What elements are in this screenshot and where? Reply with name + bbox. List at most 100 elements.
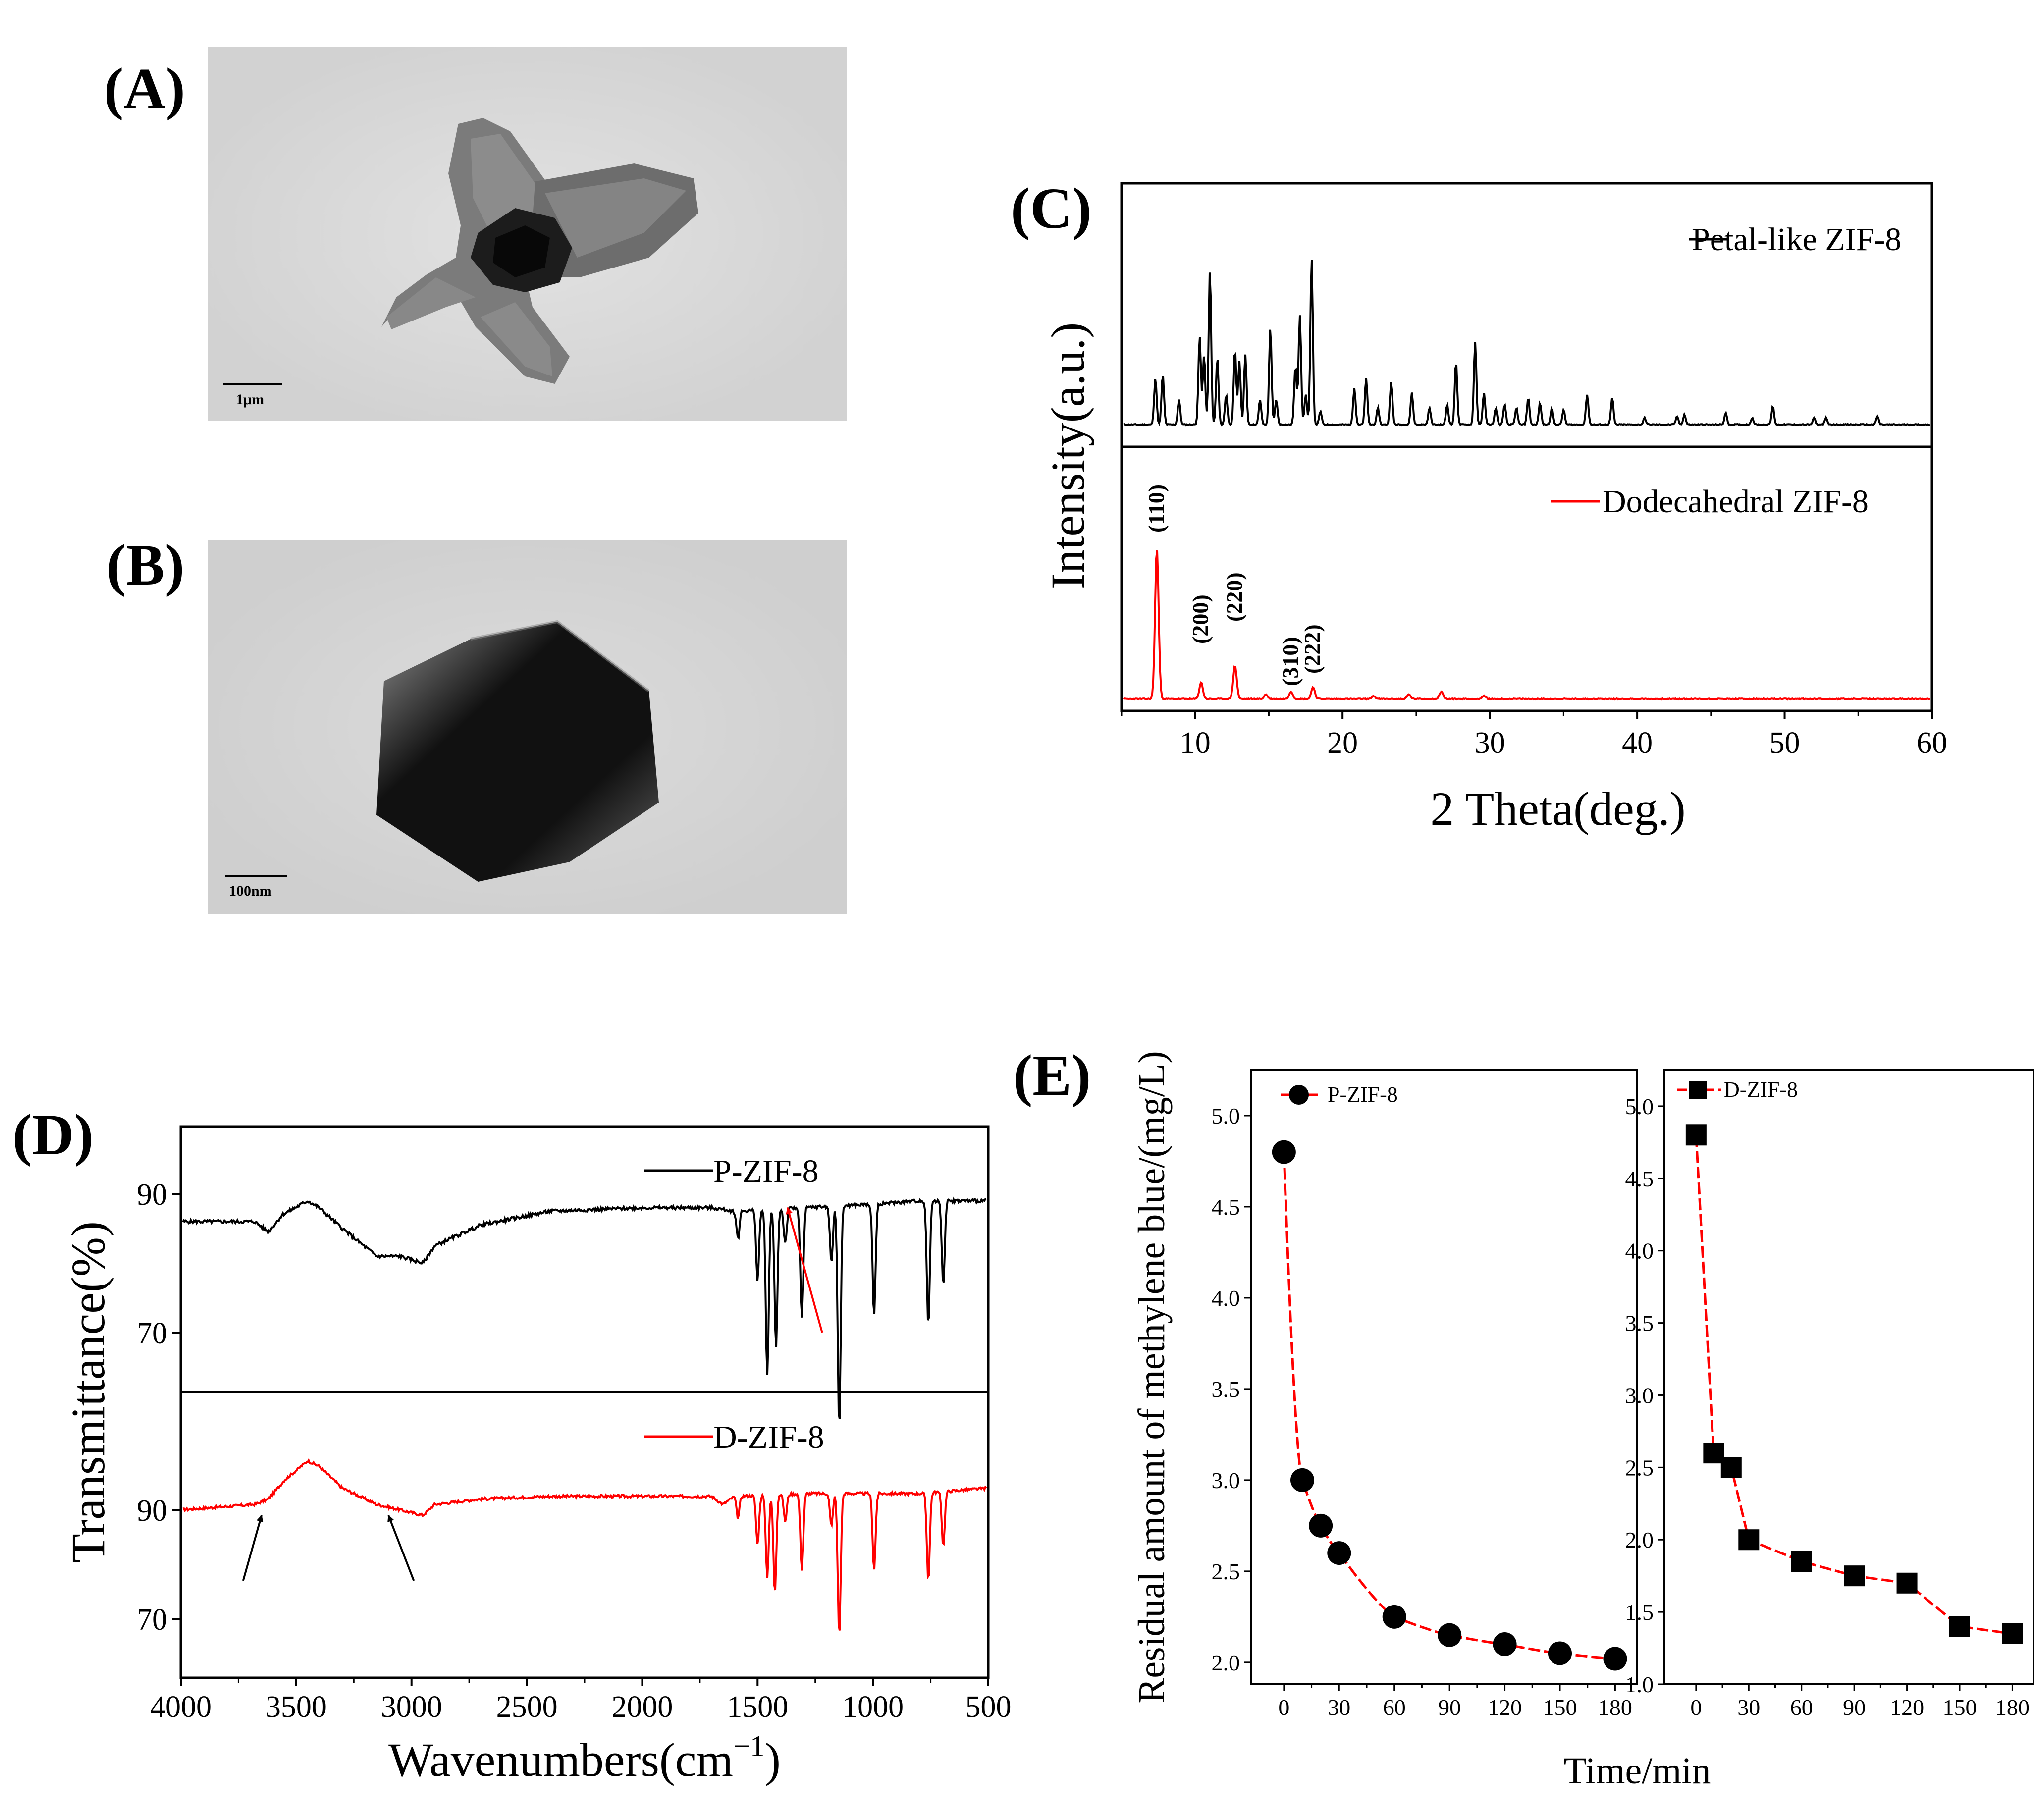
ftir-y-tick-label: 70 [137, 1317, 167, 1350]
e-data-point [1438, 1623, 1462, 1647]
legend-petal: Petal-like ZIF-8 [1692, 221, 1901, 258]
e-data-point [1896, 1572, 1918, 1594]
panel-b: (B) 100nm [107, 533, 847, 914]
e-x-tick-label: 30 [1328, 1695, 1350, 1720]
e-x-tick-label: 180 [1598, 1695, 1632, 1720]
e-x-tick-label: 60 [1383, 1695, 1406, 1720]
e-data-point [1382, 1605, 1406, 1629]
kinetics-y-label: Residual amount of methylene blue/(mg/L) [1131, 1051, 1173, 1703]
e-data-point [1290, 1468, 1314, 1492]
dodecahedral-particle-image [376, 620, 659, 882]
hkl-label: (310) [1278, 637, 1303, 686]
e-data-point [1703, 1443, 1724, 1464]
ftir-y-tick-label: 70 [137, 1603, 167, 1637]
ftir-x-tick-label: 3500 [266, 1690, 327, 1724]
hkl-label: (222) [1300, 624, 1325, 674]
hkl-label: (220) [1222, 572, 1247, 622]
ftir-y-tick-label: 90 [137, 1494, 167, 1528]
scale-bar-b-label: 100nm [229, 883, 272, 899]
e-data-point [1685, 1124, 1707, 1146]
scale-bar-a-label: 1μm [236, 391, 264, 408]
kinetics-plot-d: 0 30 60 90 120 150 180 1.0 1.5 2.0 2.5 3.0 3.5 4.0 4.5… [1625, 1094, 2030, 1720]
e-x-tick-label: 150 [1543, 1695, 1577, 1720]
e-data-point [1949, 1616, 1970, 1637]
panel-a: (A) 1μm [104, 47, 847, 421]
xrd-y-label: Intensity(a.u.) [1041, 322, 1094, 589]
legend-d: D-ZIF-8 [713, 1419, 824, 1455]
panel-e: (E) 0 30 60 90 120 150 180 2.0 2.5 3.0 3.5 4.0 4.5 5.… [1013, 1043, 2034, 1792]
e-data-point [2002, 1623, 2023, 1644]
e-series-line [1283, 1152, 1615, 1660]
e-data-point [1738, 1529, 1760, 1551]
e-x-tick-label: 60 [1790, 1695, 1813, 1720]
ftir-x-tick-label: 1000 [842, 1690, 904, 1724]
e-data-point [1844, 1565, 1865, 1587]
ftir-x-tick-label: 500 [965, 1690, 1012, 1724]
e-y-tick-label: 3.5 [1625, 1311, 1654, 1336]
legend-marker-e-p [1289, 1085, 1309, 1105]
legend-dodecahedral: Dodecahedral ZIF-8 [1603, 483, 1869, 520]
e-y-tick-label: 4.0 [1212, 1285, 1240, 1311]
petal-particle-image [381, 118, 698, 384]
panel-d: (D) 4000 3500 3000 2500 2000 1500 1000 500 90 70 9… [12, 1102, 1012, 1786]
e-y-tick-label: 4.5 [1212, 1194, 1240, 1220]
xrd-x-label: 2 Theta(deg.) [1430, 782, 1685, 835]
e-x-tick-label: 120 [1488, 1695, 1522, 1720]
e-x-tick-label: 120 [1890, 1695, 1924, 1720]
ftir-series-d [182, 1458, 987, 1631]
ftir-x-tick-label: 3000 [381, 1690, 442, 1724]
e-x-tick-label: 90 [1843, 1695, 1866, 1720]
ftir-arrow [242, 1514, 264, 1581]
e-series-line [1695, 1135, 2013, 1635]
hkl-label: (200) [1188, 594, 1213, 644]
e-x-tick-label: 150 [1943, 1695, 1977, 1720]
xrd-x-tick-label: 50 [1769, 726, 1800, 760]
e-x-tick-label: 180 [1995, 1695, 2030, 1720]
e-y-tick-label: 4.5 [1625, 1166, 1654, 1191]
panel-e-label: (E) [1013, 1043, 1091, 1108]
e-data-point [1272, 1140, 1296, 1164]
legend-e-d: D-ZIF-8 [1724, 1077, 1798, 1102]
xrd-x-tick-label: 30 [1475, 726, 1505, 760]
legend-p: P-ZIF-8 [713, 1153, 819, 1189]
e-data-point [1327, 1541, 1351, 1565]
e-y-tick-label: 3.0 [1212, 1468, 1240, 1493]
ftir-arrows [242, 1207, 823, 1581]
e-y-tick-label: 3.5 [1212, 1377, 1240, 1402]
e-data-point [1493, 1632, 1517, 1657]
e-x-tick-label: 0 [1690, 1695, 1702, 1720]
legend-marker-e-d [1689, 1081, 1707, 1099]
e-y-tick-label: 2.0 [1625, 1527, 1654, 1552]
panel-c: (C) 10 20 30 40 50 60 (110) (200) (220) (310)(22… [1011, 176, 1947, 835]
e-y-tick-label: 4.0 [1625, 1238, 1654, 1264]
xrd-x-tick-label: 60 [1917, 726, 1947, 760]
ftir-y-tick-label: 90 [137, 1178, 167, 1212]
e-data-point [1603, 1647, 1627, 1671]
xrd-x-tick-label: 10 [1180, 726, 1211, 760]
ftir-x-tick-label: 2000 [611, 1690, 673, 1724]
kinetics-x-label: Time/min [1563, 1750, 1711, 1792]
e-data-point [1791, 1551, 1812, 1572]
e-data-point [1720, 1457, 1742, 1478]
panel-c-label: (C) [1011, 176, 1092, 241]
xrd-hkl-annotations: (110) (200) (220) (310)(222) [1143, 484, 1325, 686]
panel-a-label: (A) [104, 56, 185, 121]
panel-d-label: (D) [12, 1102, 94, 1167]
ftir-arrow [387, 1514, 415, 1581]
xrd-series-petal [1123, 260, 1930, 427]
ftir-arrow [786, 1207, 823, 1333]
ftir-series-p [182, 1196, 987, 1419]
e-y-tick-label: 5.0 [1625, 1094, 1654, 1119]
ftir-x-tick-label: 4000 [150, 1690, 212, 1724]
kinetics-plot-p: 0 30 60 90 120 150 180 2.0 2.5 3.0 3.5 4.0 4.5 5.0 [1212, 1103, 1632, 1720]
kinetics-frame-p [1250, 1069, 1638, 1685]
e-x-tick-label: 0 [1278, 1695, 1289, 1720]
legend-e-p: P-ZIF-8 [1328, 1082, 1398, 1107]
hkl-label: (110) [1143, 484, 1169, 533]
e-y-tick-label: 3.0 [1625, 1383, 1654, 1408]
xrd-x-tick-label: 20 [1327, 726, 1358, 760]
ftir-axes: 4000 3500 3000 2500 2000 1500 1000 500 90 70 90 70 [137, 1178, 1012, 1724]
ftir-x-tick-label: 2500 [496, 1690, 558, 1724]
xrd-x-axis: 10 20 30 40 50 60 [1121, 711, 1947, 760]
panel-b-label: (B) [107, 533, 184, 597]
